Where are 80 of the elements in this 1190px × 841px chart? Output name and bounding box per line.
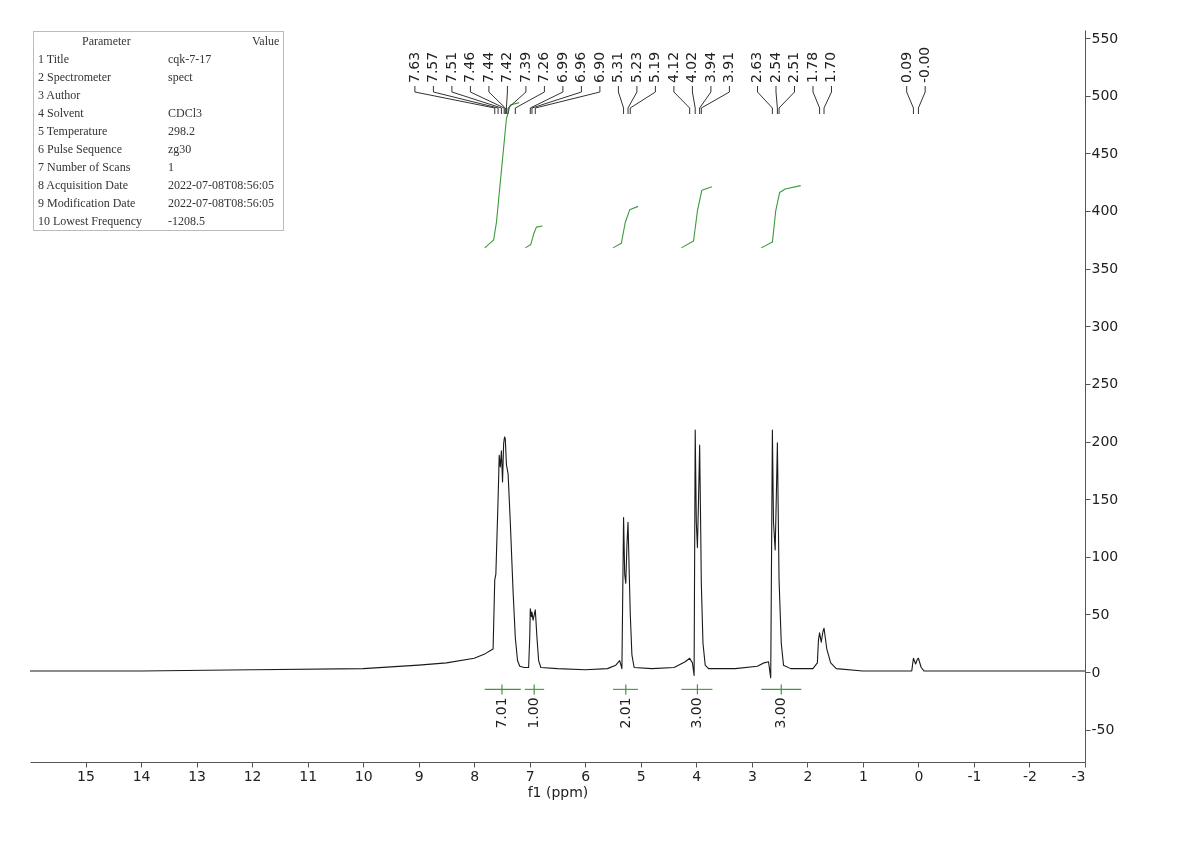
annotation: -0.00 [916,46,933,83]
x-tick-label: 0 [914,767,924,784]
y-tick-label: 100 [1091,548,1119,565]
annotation: 1 Title cqk-7-17 [37,50,213,68]
y-tick-label: 150 [1091,490,1119,507]
y-tick-label: 500 [1091,87,1119,104]
annotation: 5.23 [627,51,644,83]
annotation: 3.00 [688,697,705,729]
y-tick-label: 200 [1091,433,1119,450]
x-tick-label: 7 [525,767,535,784]
line-series [484,102,520,249]
x-tick-label: -1 [967,767,982,784]
annotation: 7.26 [535,51,552,83]
annotation: 7.63 [405,51,422,83]
y-tick-label: 0 [1091,663,1101,680]
annotation: 10 Lowest Frequency -1208.5 [37,212,206,230]
annotation: 2.63 [748,51,765,83]
x-tick-label: 5 [636,767,646,784]
annotation: 2.54 [766,51,783,83]
annotation: 5 Temperature 298.2 [37,122,196,140]
annotation: 1.70 [822,51,839,83]
x-tick-label: -3 [1071,767,1086,784]
annotation: 1.78 [803,51,820,83]
annotation: 5.31 [609,51,626,83]
annotation: 6.99 [553,51,570,83]
y-tick-label: 300 [1091,317,1119,334]
annotation: 2.51 [785,51,802,83]
annotation: 4.12 [664,51,681,83]
annotation: 3.00 [772,697,789,729]
x-tick-label: -2 [1022,767,1037,784]
line-series [29,429,1086,679]
annotation: 8 Acquisition Date 2022-07-08T08:56:05 [37,176,275,194]
y-tick-label: -50 [1091,721,1115,738]
x-tick-label: 14 [132,767,151,784]
annotation: 7.46 [461,51,478,83]
annotation: 7.57 [424,51,441,83]
y-tick-label: 350 [1091,260,1119,277]
annotation: Parameter Value [81,32,281,50]
annotation: 2.01 [616,697,633,729]
x-tick-label: 1 [858,767,868,784]
annotation: 3.91 [720,51,737,83]
x-tick-label: 11 [299,767,318,784]
x-tick-label: 12 [243,767,262,784]
annotation: 9 Modification Date 2022-07-08T08:56:05 [37,194,275,212]
annotation: 4.02 [683,51,700,83]
y-tick-label: 400 [1091,202,1119,219]
annotation: 7.42 [498,51,515,83]
x-tick-label: 9 [414,767,424,784]
x-tick-label: 10 [354,767,373,784]
y-tick-label: 450 [1091,144,1119,161]
y-tick-label: 550 [1091,29,1119,46]
annotation: 6 Pulse Sequence zg30 [37,140,193,158]
line-series [524,225,544,249]
annotation: 2 Spectrometer spect [37,68,194,86]
x-tick-label: 2 [803,767,813,784]
annotation: 0.09 [897,51,914,83]
annotation: 3.94 [701,51,718,83]
x-tick-label: 13 [188,767,206,784]
annotation: 1.00 [525,697,542,729]
annotation: 5.19 [646,51,663,83]
annotation: 6.96 [572,51,589,83]
x-axis-title: f1 (ppm) [527,783,589,800]
annotation: 6.90 [590,51,607,83]
x-tick-label: 3 [747,767,757,784]
line-series [612,205,639,249]
x-tick-label: 6 [581,767,591,784]
annotation: 7.51 [442,51,459,83]
annotation: 7.01 [492,697,509,729]
annotation: 7 Number of Scans 1 [37,158,175,176]
x-tick-label: 4 [692,767,702,784]
y-tick-label: 50 [1091,605,1110,622]
annotation: 7.39 [516,51,533,83]
x-tick-label: 15 [77,767,95,784]
annotation: 4 Solvent CDCl3 [37,104,203,122]
line-series [680,186,713,249]
annotation: 7.44 [479,51,496,83]
x-tick-label: 8 [470,767,480,784]
y-tick-label: 250 [1091,375,1119,392]
line-series [760,185,802,249]
annotation: 3 Author [37,86,82,104]
